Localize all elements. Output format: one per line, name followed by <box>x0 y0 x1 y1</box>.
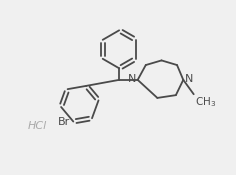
Text: N: N <box>185 74 194 84</box>
Text: CH$_3$: CH$_3$ <box>195 95 216 109</box>
Text: HCl: HCl <box>27 121 46 131</box>
Text: N: N <box>127 74 136 84</box>
Text: Br: Br <box>58 117 71 127</box>
